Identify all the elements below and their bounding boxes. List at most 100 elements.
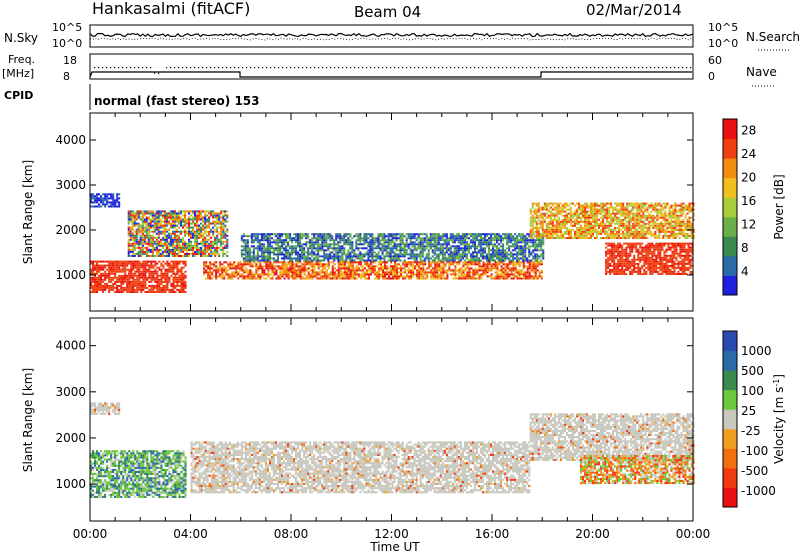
data-cell (337, 257, 340, 260)
data-cell (351, 261, 354, 264)
data-cell (508, 245, 511, 248)
data-cell (176, 268, 179, 271)
data-cell (534, 273, 537, 276)
nave-point (402, 67, 404, 69)
data-cell (563, 237, 566, 239)
data-cell (469, 239, 472, 242)
data-cell (289, 253, 292, 256)
data-cell (104, 195, 107, 198)
data-cell (537, 214, 540, 217)
data-cell (237, 261, 240, 264)
data-cell (433, 245, 436, 248)
data-cell (114, 264, 117, 267)
data-cell (254, 247, 257, 250)
data-cell (285, 251, 288, 254)
data-cell (357, 239, 360, 242)
data-cell (444, 277, 447, 280)
data-cell (220, 238, 223, 241)
data-cell (502, 237, 505, 240)
data-cell (116, 276, 119, 279)
data-cell (471, 233, 474, 236)
data-cell (581, 232, 584, 235)
data-cell (577, 206, 580, 209)
data-cell (455, 245, 458, 248)
data-cell (434, 275, 437, 278)
data-cell (417, 233, 420, 236)
data-cell (96, 201, 99, 204)
data-cell (516, 237, 519, 240)
data-cell (520, 245, 523, 248)
data-cell (260, 243, 263, 246)
data-cell (259, 263, 262, 266)
data-cell (263, 271, 266, 274)
data-cell (307, 249, 310, 252)
data-cell (159, 248, 162, 251)
data-cell (516, 275, 519, 278)
data-cell (567, 237, 570, 239)
data-cell (584, 220, 587, 223)
data-cell (498, 233, 501, 236)
data-cell (224, 218, 227, 221)
data-cell (331, 243, 334, 246)
data-cell (159, 232, 162, 235)
data-cell (427, 245, 430, 248)
data-cell (122, 268, 125, 271)
data-cell (198, 212, 201, 215)
data-cell (272, 241, 275, 244)
data-cell (536, 265, 539, 268)
data-cell (375, 275, 378, 278)
data-cell (96, 199, 99, 202)
data-cell (231, 277, 234, 280)
nave-point (290, 67, 292, 69)
data-cell (553, 212, 556, 215)
data-cell (437, 255, 440, 258)
data-cell (266, 239, 269, 242)
data-cell (226, 210, 229, 213)
data-cell (500, 253, 503, 256)
data-cell (287, 267, 290, 270)
data-cell (132, 262, 135, 265)
data-cell (528, 263, 531, 266)
data-cell (145, 236, 148, 239)
data-cell (442, 273, 445, 276)
data-cell (579, 204, 582, 207)
data-cell (256, 257, 259, 260)
data-cell (169, 234, 172, 237)
data-cell (440, 261, 443, 264)
data-cell (196, 234, 199, 237)
data-cell (471, 251, 474, 254)
data-cell (167, 244, 170, 247)
data-cell (504, 265, 507, 268)
data-cell (516, 239, 519, 242)
data-cell (165, 218, 168, 221)
data-cell (102, 197, 105, 200)
data-cell (463, 253, 466, 256)
data-cell (363, 247, 366, 250)
data-cell (127, 250, 130, 253)
data-cell (247, 275, 250, 278)
data-cell (427, 241, 430, 244)
data-cell (100, 197, 103, 200)
data-cell (208, 218, 211, 221)
data-cell (141, 236, 144, 239)
data-cell (449, 235, 452, 238)
data-cell (401, 235, 404, 238)
data-cell (297, 267, 300, 270)
data-cell (579, 212, 582, 215)
data-cell (563, 204, 566, 207)
data-cell (142, 262, 145, 265)
data-cell (379, 267, 382, 270)
data-cell (423, 233, 426, 236)
data-cell (194, 212, 197, 215)
data-cell (516, 235, 519, 238)
data-cell (514, 263, 517, 266)
data-cell (171, 250, 174, 253)
data-cell (351, 267, 354, 270)
data-cell (555, 237, 558, 239)
data-cell (469, 235, 472, 238)
data-cell (475, 251, 478, 254)
data-cell (510, 271, 513, 274)
data-cell (453, 235, 456, 238)
data-cell (155, 222, 158, 225)
data-cell (385, 239, 388, 242)
